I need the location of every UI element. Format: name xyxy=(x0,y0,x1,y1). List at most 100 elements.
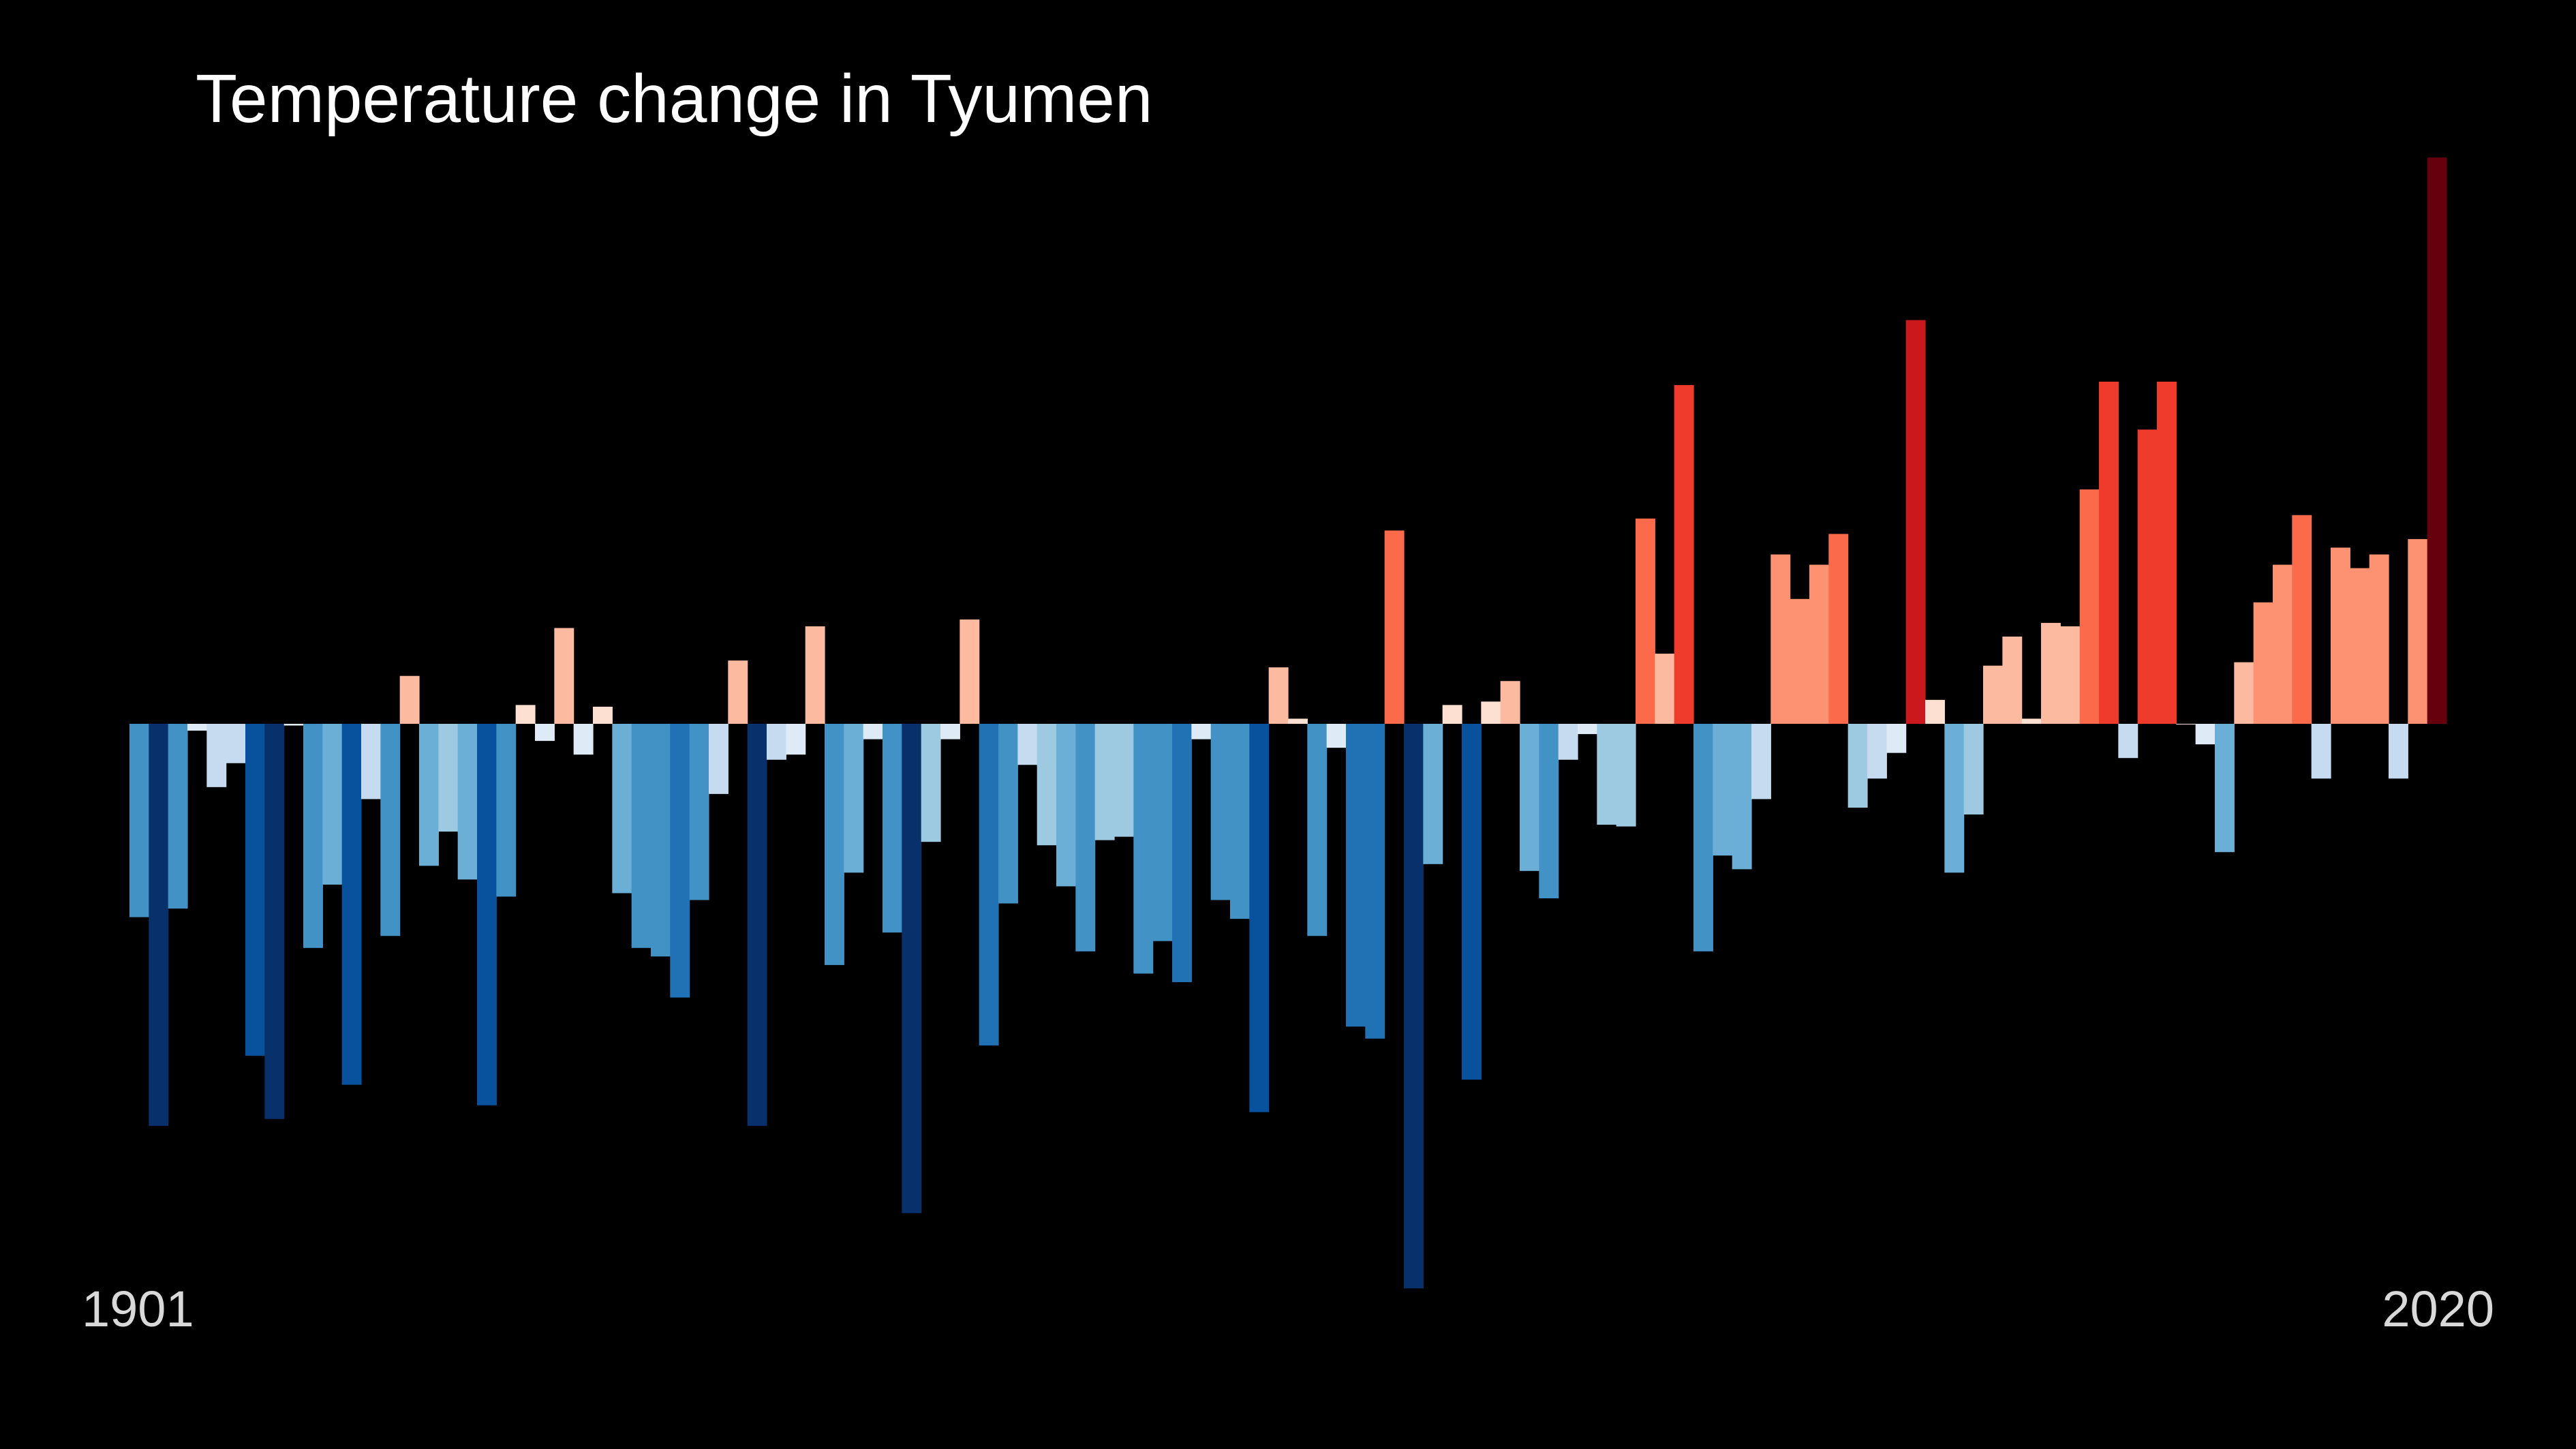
bar-1957 xyxy=(1210,724,1231,900)
bar-1979 xyxy=(1636,518,1655,724)
bar-1975 xyxy=(1558,724,1578,760)
bar-1956 xyxy=(1191,724,1212,739)
bar-2004 xyxy=(2118,724,2138,759)
bar-1958 xyxy=(1230,724,1250,919)
bar-1928 xyxy=(651,724,671,957)
bar-1920 xyxy=(496,724,517,897)
bar-1952 xyxy=(1114,724,1134,837)
bar-1971 xyxy=(1481,701,1501,724)
bar-1915 xyxy=(399,675,420,724)
bar-1955 xyxy=(1172,724,1192,983)
bar-1993 xyxy=(1905,320,1926,724)
bar-1927 xyxy=(631,724,651,948)
bar-1906 xyxy=(226,724,246,763)
bar-1913 xyxy=(361,724,381,799)
bar-2013 xyxy=(2292,515,2312,724)
bar-1974 xyxy=(1539,724,1559,899)
bar-1917 xyxy=(438,724,459,832)
bar-1911 xyxy=(322,724,343,885)
bar-1986 xyxy=(1770,554,1791,724)
bar-1938 xyxy=(844,724,864,873)
bars-group xyxy=(129,157,2447,1289)
bar-1941 xyxy=(902,724,922,1213)
bar-1916 xyxy=(419,724,439,866)
bar-1972 xyxy=(1500,681,1520,724)
bar-1921 xyxy=(515,705,536,724)
bar-1994 xyxy=(1925,699,1945,724)
bar-1990 xyxy=(1847,724,1868,808)
bar-1991 xyxy=(1867,724,1887,779)
bar-1967 xyxy=(1404,724,1424,1289)
bar-1966 xyxy=(1384,530,1405,724)
bar-2012 xyxy=(2273,564,2293,724)
bar-2005 xyxy=(2137,429,2158,724)
bar-2003 xyxy=(2099,382,2119,724)
bar-2006 xyxy=(2157,382,2177,724)
bar-1953 xyxy=(1133,724,1154,974)
bar-1907 xyxy=(245,724,265,1056)
bar-1908 xyxy=(264,724,285,1119)
bar-1914 xyxy=(380,724,401,936)
bar-1973 xyxy=(1520,724,1539,871)
bar-1940 xyxy=(883,724,902,933)
bar-1976 xyxy=(1578,724,1597,735)
x-end-label: 2020 xyxy=(2382,1281,2494,1337)
bar-1944 xyxy=(960,619,980,724)
bar-2001 xyxy=(2060,626,2081,724)
bar-1902 xyxy=(149,724,169,1126)
bar-1945 xyxy=(979,724,999,1046)
bar-2014 xyxy=(2311,724,2331,779)
bar-1904 xyxy=(187,724,207,731)
bar-1903 xyxy=(168,724,188,909)
bar-2018 xyxy=(2389,724,2408,779)
bar-2010 xyxy=(2234,662,2254,724)
bar-1963 xyxy=(1326,724,1347,748)
bar-1995 xyxy=(1944,724,1965,873)
bar-1937 xyxy=(825,724,844,965)
bar-1988 xyxy=(1809,564,1829,724)
bar-1909 xyxy=(283,724,304,726)
bar-1931 xyxy=(709,724,729,794)
bar-2017 xyxy=(2369,554,2389,724)
bar-1912 xyxy=(341,724,362,1085)
bar-2016 xyxy=(2350,568,2370,724)
bar-1932 xyxy=(728,660,748,724)
bar-1965 xyxy=(1365,724,1385,1039)
bar-1924 xyxy=(573,724,594,755)
bar-1925 xyxy=(593,706,613,724)
bar-1949 xyxy=(1056,724,1076,887)
bar-2008 xyxy=(2195,724,2215,745)
bar-1926 xyxy=(612,724,632,894)
bar-1987 xyxy=(1790,598,1810,724)
bar-1918 xyxy=(457,724,478,880)
bar-2011 xyxy=(2253,602,2273,724)
chart-title: Temperature change in Tyumen xyxy=(196,61,1153,137)
bar-1959 xyxy=(1249,724,1270,1112)
bar-1935 xyxy=(786,724,806,755)
bar-1977 xyxy=(1597,724,1617,825)
bar-1930 xyxy=(689,724,709,900)
bar-1998 xyxy=(2002,636,2023,724)
bar-1905 xyxy=(206,724,227,787)
bar-1948 xyxy=(1037,724,1057,846)
bar-1919 xyxy=(477,724,497,1105)
bar-2000 xyxy=(2041,622,2061,724)
bar-1999 xyxy=(2021,718,2042,724)
bar-1933 xyxy=(747,724,767,1126)
bar-1951 xyxy=(1094,724,1115,840)
bar-1968 xyxy=(1423,724,1443,864)
bar-1964 xyxy=(1346,724,1366,1027)
x-start-label: 1901 xyxy=(82,1281,194,1337)
bar-1970 xyxy=(1462,724,1482,1080)
bar-1901 xyxy=(129,724,149,917)
bar-1960 xyxy=(1268,667,1289,724)
bar-1997 xyxy=(1983,665,2003,724)
bar-1969 xyxy=(1442,705,1462,724)
bar-1934 xyxy=(767,724,786,760)
bar-1978 xyxy=(1616,724,1636,827)
bar-1982 xyxy=(1693,724,1713,951)
bar-1910 xyxy=(303,724,323,948)
bar-1922 xyxy=(535,724,555,742)
bar-1929 xyxy=(670,724,690,998)
